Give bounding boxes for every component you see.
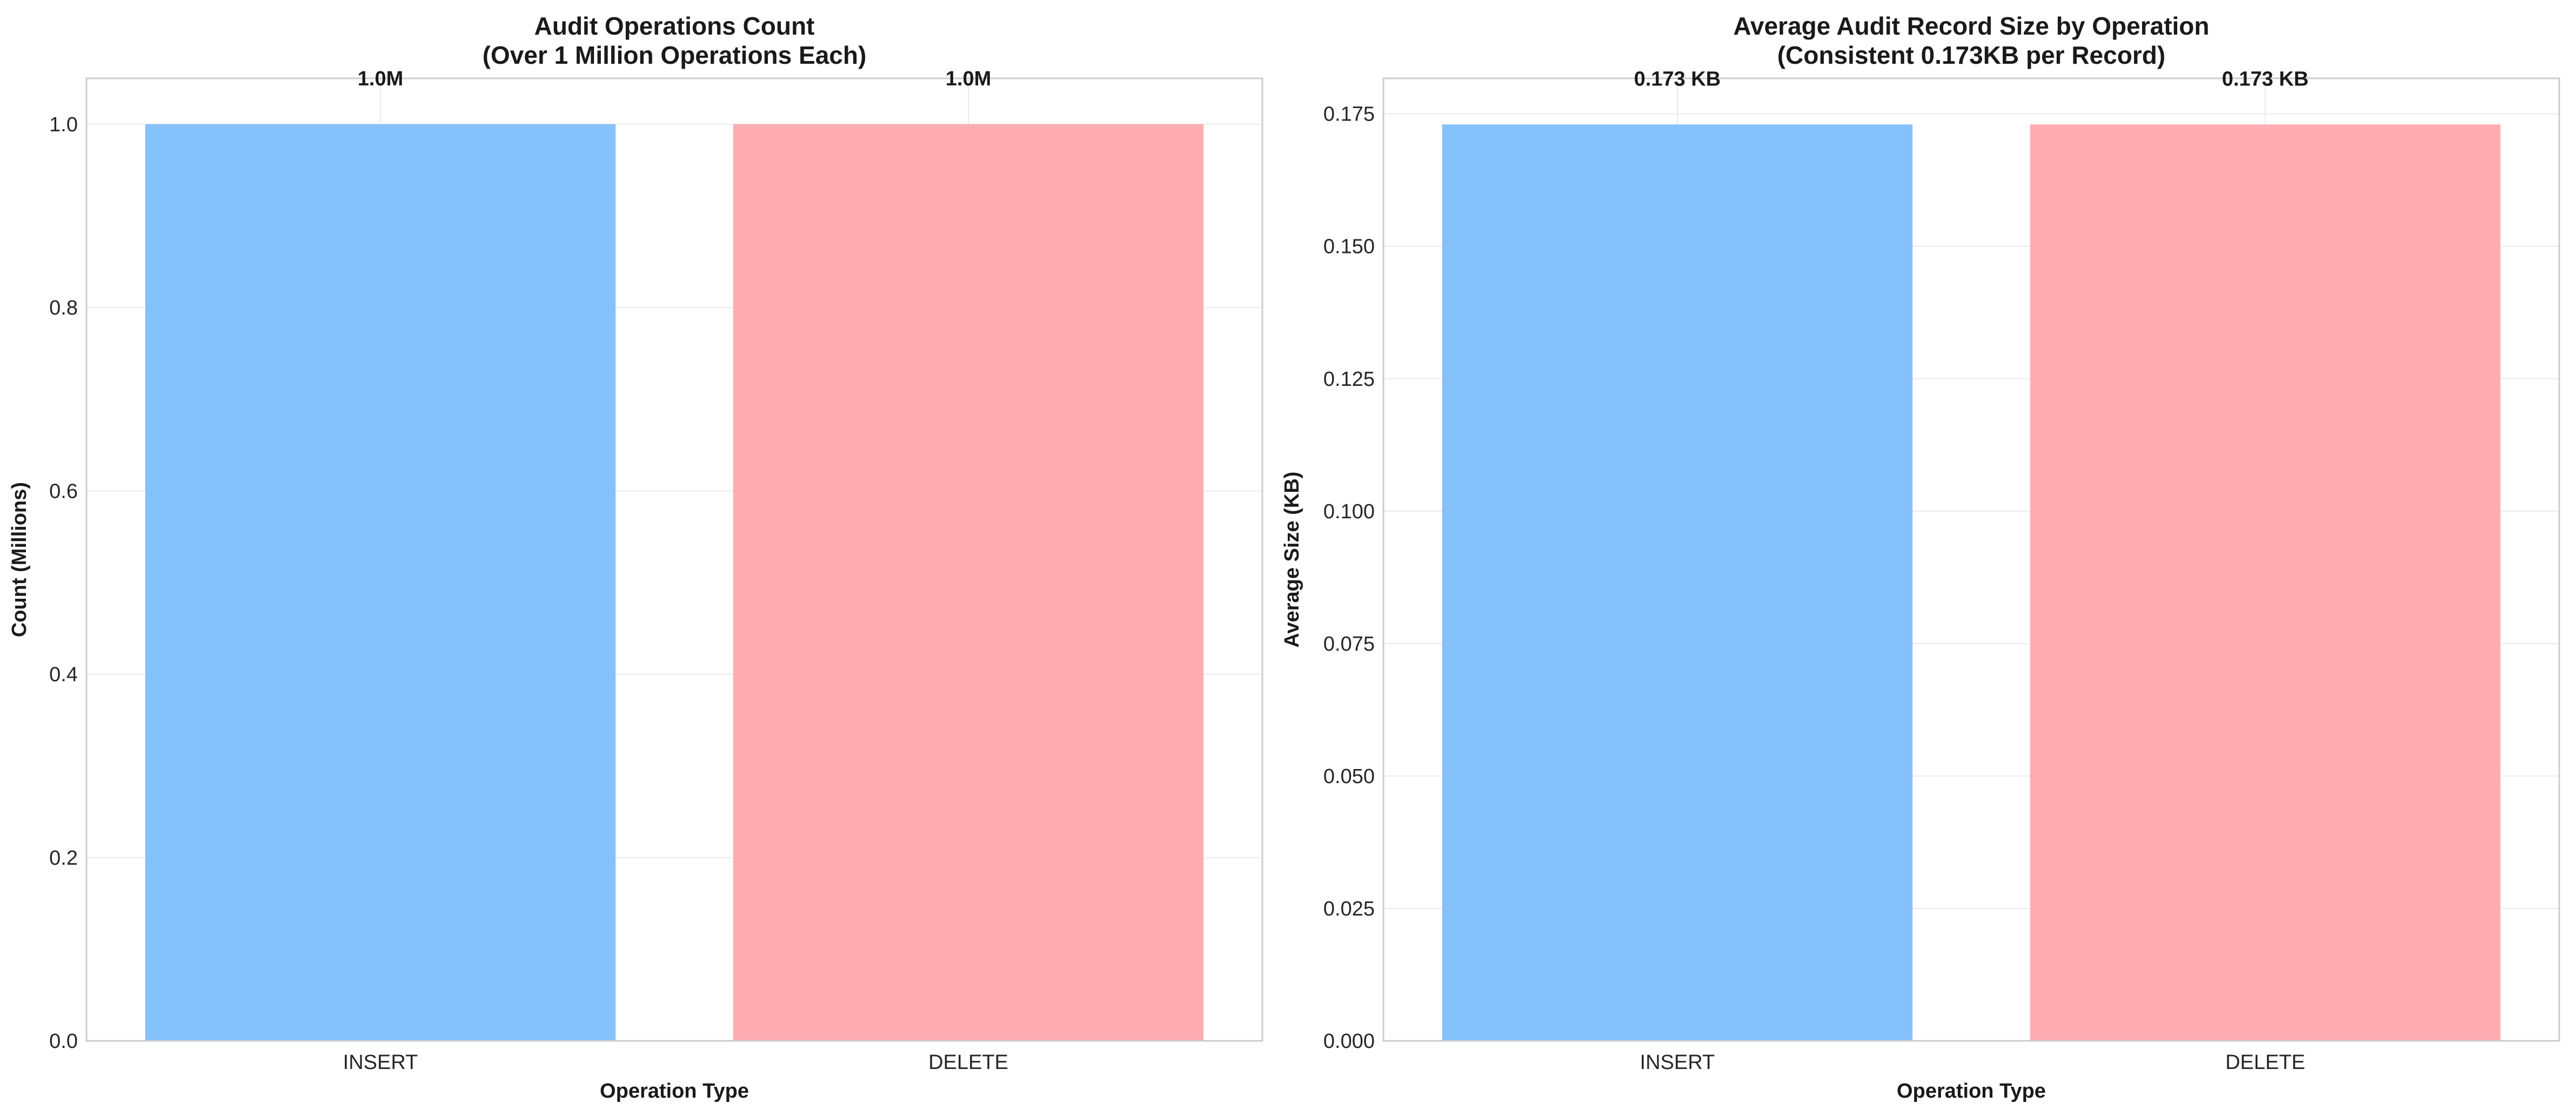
x-axis-label: Operation Type [600,1080,749,1102]
bar-insert [1442,124,1913,1041]
chart-subtitle: (Over 1 Million Operations Each) [483,41,867,69]
y-tick-label: 0.100 [1323,500,1375,523]
x-tick-label: DELETE [2225,1051,2305,1074]
y-tick-label: 0.075 [1323,633,1375,656]
data-label: 0.173 KB [1634,68,1721,90]
x-tick-label: INSERT [1640,1051,1715,1074]
chart-subtitle: (Consistent 0.173KB per Record) [1777,41,2165,69]
chart-panel-audit-operations-count: 0.0 0.2 0.4 0.6 0.8 1.0 INSERT DELETE 1.0M 1.0M Op… [8,12,1263,1102]
y-tick-label: 0.8 [49,297,78,319]
y-tick-label: 0.150 [1323,236,1375,258]
x-tick-label: DELETE [928,1051,1008,1074]
y-tick-label: 0.175 [1323,103,1375,126]
y-tick-label: 0.000 [1323,1030,1375,1053]
x-axis-label: Operation Type [1897,1080,2046,1102]
plot-frame [85,77,1263,1042]
bar-delete [2030,124,2501,1041]
y-tick-label: 0.2 [49,847,78,870]
y-axis-label: Average Size (KB) [1281,472,1303,648]
plot-frame [1382,77,2560,1042]
y-axis-label: Count (Millions) [8,482,31,637]
y-tick-label: 0.4 [49,664,78,686]
y-tick-label: 0.6 [49,480,78,503]
y-tick-label: 1.0 [49,113,78,136]
y-tick-label: 0.050 [1323,765,1375,788]
chart-panel-average-record-size: 0.000 0.025 0.050 0.075 0.100 0.125 0.150 0.175… [1281,12,2560,1102]
y-tick-label: 0.125 [1323,368,1375,391]
data-label: 1.0M [946,68,991,90]
bar-insert [145,124,616,1041]
x-tick-label: INSERT [343,1051,418,1074]
bar-delete [733,124,1204,1041]
data-label: 1.0M [358,68,403,90]
y-tick-label: 0.025 [1323,898,1375,920]
data-label: 0.173 KB [2222,68,2309,90]
y-tick-label: 0.0 [49,1030,78,1053]
chart-title: Audit Operations Count [534,12,815,40]
chart-title: Average Audit Record Size by Operation [1733,12,2209,40]
